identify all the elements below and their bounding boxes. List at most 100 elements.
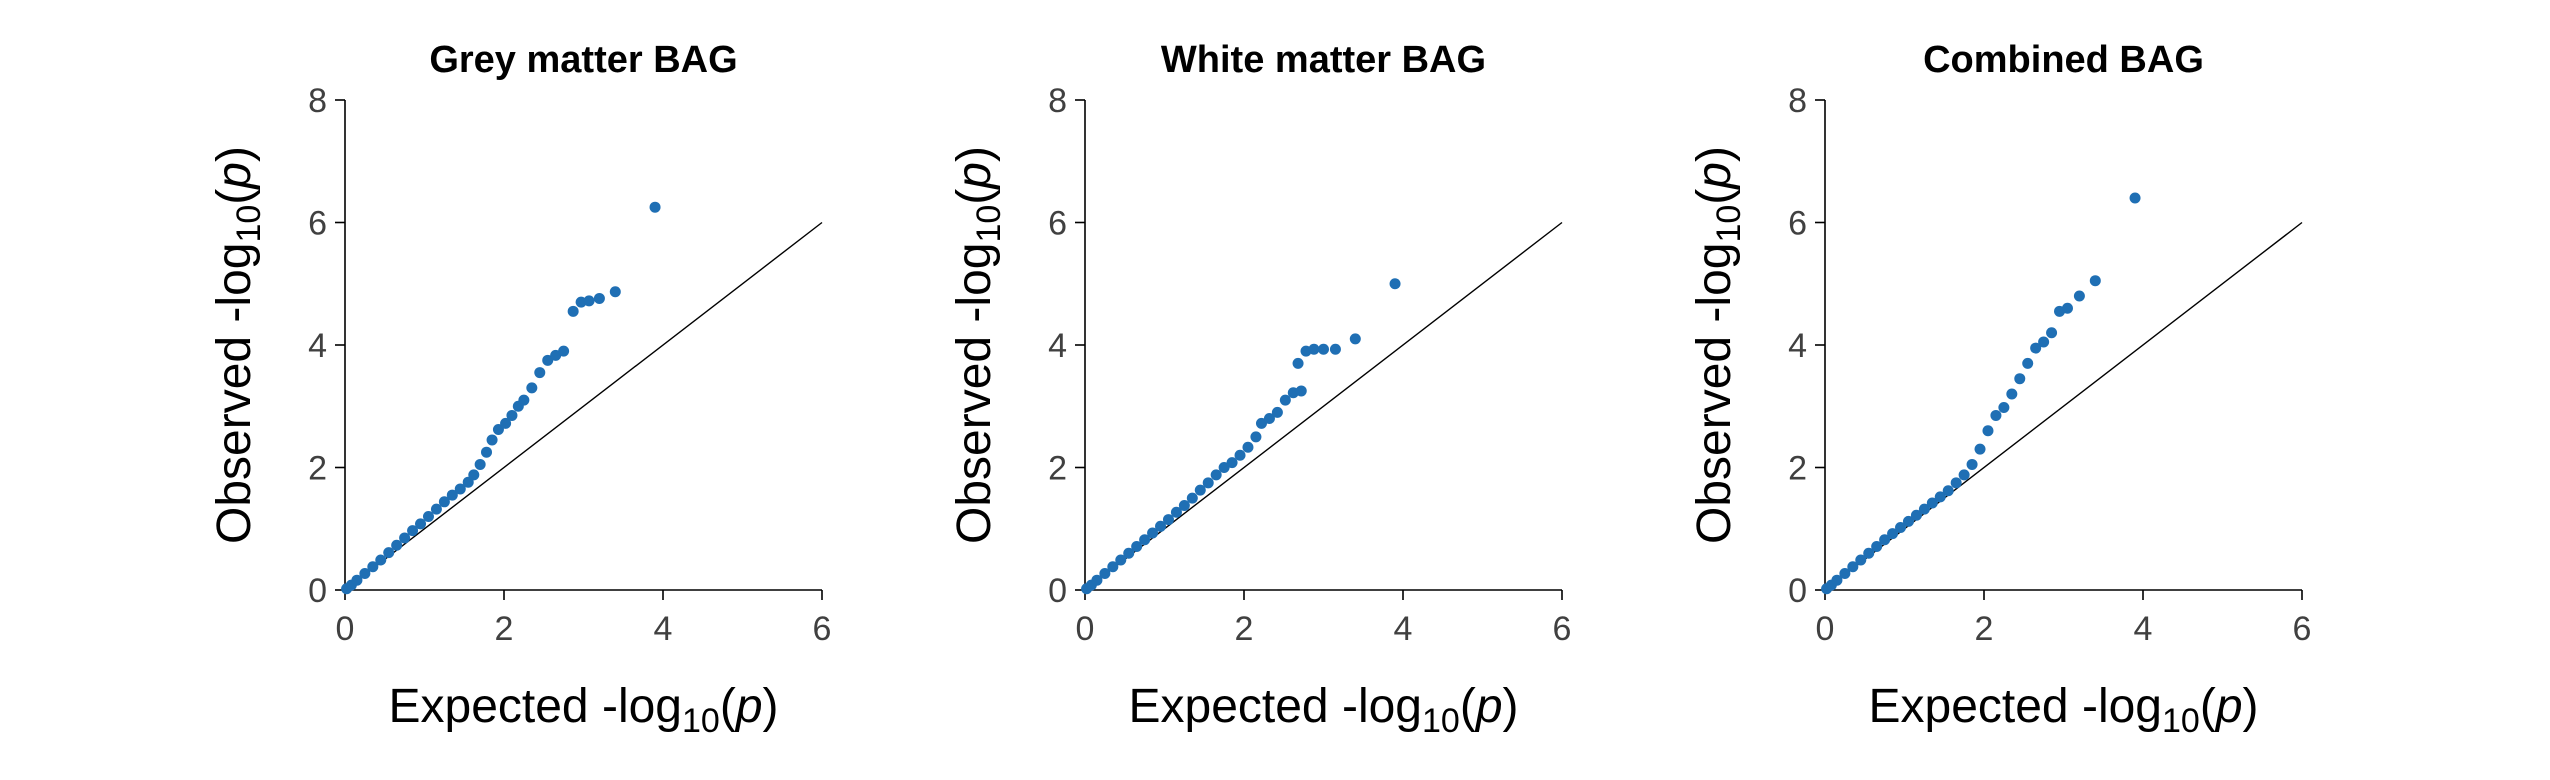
data-point bbox=[1318, 343, 1329, 355]
data-point bbox=[558, 345, 570, 357]
data-point bbox=[359, 567, 371, 579]
data-point bbox=[1186, 492, 1198, 504]
data-point bbox=[1155, 520, 1167, 532]
data-point bbox=[1218, 462, 1230, 473]
x-tick-label: 0 bbox=[336, 610, 355, 648]
x-tick-label: 0 bbox=[1076, 610, 1095, 648]
data-point bbox=[1162, 514, 1174, 526]
data-point bbox=[2061, 302, 2073, 314]
data-point bbox=[1123, 547, 1135, 559]
y-tick-label: 6 bbox=[308, 205, 327, 243]
y-tick-label: 4 bbox=[1788, 327, 1807, 365]
data-point bbox=[1295, 385, 1307, 397]
data-point bbox=[526, 382, 538, 394]
data-point bbox=[351, 574, 363, 586]
data-point bbox=[567, 305, 579, 317]
data-point bbox=[422, 511, 434, 522]
data-point bbox=[1091, 574, 1103, 586]
data-point bbox=[438, 496, 450, 508]
data-point bbox=[391, 539, 403, 551]
data-point bbox=[649, 201, 661, 213]
data-point bbox=[1934, 491, 1946, 503]
qq-panel-1: Grey matter BAG 0 2 4 6 8 0 2 4 6 Expected -log10(… bbox=[208, 39, 831, 740]
data-point bbox=[609, 286, 621, 298]
y-axis-label: Observed -log10(p) bbox=[1688, 146, 1748, 544]
y-tick-label: 8 bbox=[308, 82, 327, 120]
y-tick-label: 2 bbox=[1048, 450, 1067, 488]
y-tick-label: 6 bbox=[1048, 205, 1067, 243]
data-point bbox=[1982, 425, 1994, 437]
x-tick-label: 6 bbox=[2293, 610, 2312, 648]
data-point bbox=[1308, 343, 1320, 355]
data-point bbox=[1902, 515, 1914, 527]
data-point bbox=[1279, 394, 1291, 406]
x-tick-label: 4 bbox=[2134, 610, 2153, 648]
data-point bbox=[1847, 561, 1859, 573]
data-point bbox=[1895, 522, 1907, 534]
y-tick-label: 0 bbox=[1048, 572, 1067, 610]
data-point bbox=[1147, 527, 1159, 539]
data-point bbox=[415, 518, 427, 530]
y-axis-label: Observed -log10(p) bbox=[208, 146, 268, 544]
data-point bbox=[383, 547, 395, 559]
data-point bbox=[492, 424, 504, 436]
data-point bbox=[1831, 574, 1843, 586]
data-point bbox=[1871, 541, 1883, 553]
data-point bbox=[500, 417, 512, 429]
y-tick-label: 4 bbox=[308, 327, 327, 365]
data-point bbox=[2129, 192, 2141, 204]
data-point bbox=[1974, 443, 1986, 455]
x-tick-label: 6 bbox=[1553, 610, 1572, 648]
data-point bbox=[583, 295, 595, 307]
y-tick-label: 2 bbox=[1788, 450, 1807, 488]
data-point bbox=[1990, 409, 2002, 421]
y-axis-label: Observed -log10(p) bbox=[948, 146, 1008, 544]
y-tick-label: 4 bbox=[1048, 327, 1067, 365]
data-point bbox=[2014, 373, 2026, 385]
data-point bbox=[2006, 388, 2018, 400]
data-point bbox=[1839, 567, 1851, 579]
data-point bbox=[1926, 497, 1938, 509]
data-point bbox=[1942, 485, 1954, 497]
data-point bbox=[1226, 457, 1238, 469]
data-point bbox=[1998, 401, 2010, 413]
y-tick-label: 6 bbox=[1788, 205, 1807, 243]
data-point bbox=[454, 483, 466, 495]
y-tick-label: 0 bbox=[1788, 572, 1807, 610]
data-point bbox=[430, 503, 442, 515]
data-point bbox=[1242, 441, 1254, 453]
panel-title: Combined BAG bbox=[1923, 39, 2204, 81]
x-tick-label: 0 bbox=[1816, 610, 1835, 648]
data-point bbox=[468, 469, 480, 481]
panel-title: White matter BAG bbox=[1161, 39, 1486, 81]
data-point bbox=[446, 489, 458, 501]
panel-title: Grey matter BAG bbox=[429, 39, 737, 81]
data-point bbox=[1879, 534, 1891, 546]
data-point bbox=[1250, 431, 1262, 443]
data-point bbox=[1271, 406, 1283, 418]
x-tick-label: 2 bbox=[1235, 610, 1254, 648]
x-axis-label: Expected -log10(p) bbox=[1128, 680, 1518, 740]
data-point bbox=[1255, 417, 1267, 429]
data-point bbox=[1202, 477, 1214, 489]
data-point bbox=[593, 292, 605, 304]
data-point bbox=[1234, 449, 1246, 461]
data-point bbox=[481, 446, 493, 458]
data-point bbox=[1349, 333, 1361, 345]
data-point bbox=[1178, 499, 1190, 511]
data-point bbox=[518, 394, 530, 406]
data-point bbox=[1194, 484, 1206, 496]
data-point bbox=[1950, 477, 1962, 489]
data-point bbox=[1131, 541, 1143, 553]
data-point bbox=[534, 367, 546, 379]
data-point bbox=[1107, 561, 1119, 573]
data-point bbox=[1863, 547, 1875, 559]
data-point bbox=[1329, 343, 1341, 355]
reference-line bbox=[344, 221, 823, 591]
data-point bbox=[375, 554, 387, 566]
data-point bbox=[367, 561, 379, 573]
data-point bbox=[399, 532, 411, 544]
data-point bbox=[1855, 554, 1867, 566]
data-point bbox=[2089, 275, 2101, 287]
data-point bbox=[1966, 458, 1978, 470]
